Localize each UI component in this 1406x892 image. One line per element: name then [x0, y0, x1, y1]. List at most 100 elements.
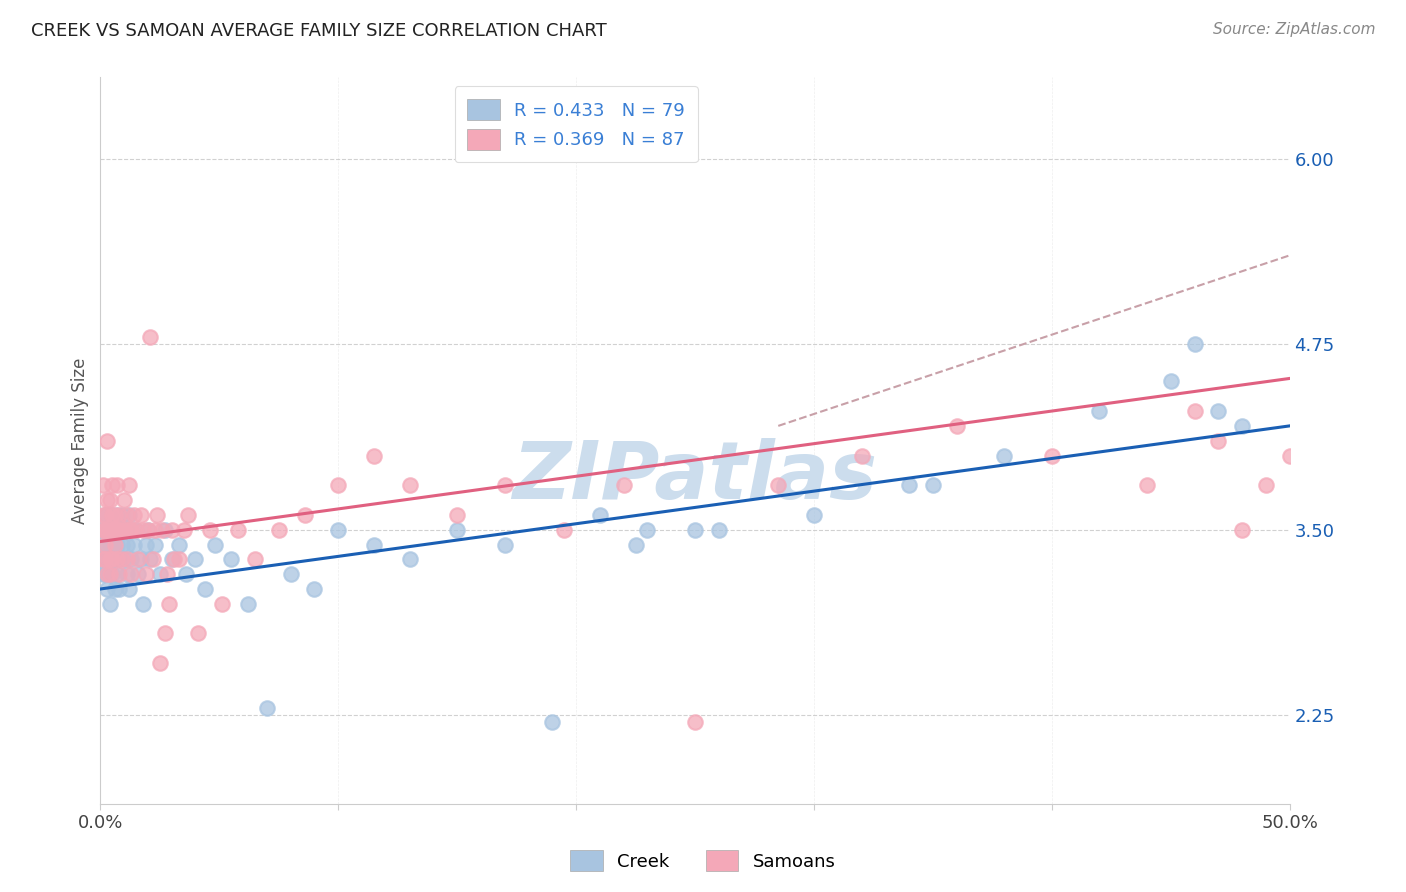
Point [101, 508, 124, 522]
Point [91, 523, 114, 537]
Point [494, 537, 516, 551]
Point [446, 523, 468, 537]
Point [132, 523, 155, 537]
Point [129, 552, 152, 566]
Legend: Creek, Samoans: Creek, Samoans [564, 843, 842, 879]
Point [96, 552, 118, 566]
Point [111, 552, 134, 566]
Point [398, 478, 420, 492]
Point [1230, 418, 1253, 433]
Point [328, 478, 350, 492]
Point [96, 523, 118, 537]
Point [122, 537, 145, 551]
Point [446, 508, 468, 522]
Point [91, 537, 114, 551]
Point [139, 330, 162, 344]
Point [136, 523, 159, 537]
Point [112, 493, 135, 508]
Point [553, 523, 575, 537]
Text: CREEK VS SAMOAN AVERAGE FAMILY SIZE CORRELATION CHART: CREEK VS SAMOAN AVERAGE FAMILY SIZE CORR… [31, 22, 606, 40]
Point [105, 508, 128, 522]
Point [105, 567, 128, 582]
Point [198, 523, 221, 537]
Point [94, 508, 117, 522]
Point [104, 582, 127, 596]
Point [898, 478, 921, 492]
Point [328, 523, 350, 537]
Point [118, 523, 141, 537]
Point [173, 523, 195, 537]
Point [1160, 375, 1182, 389]
Point [115, 567, 138, 582]
Point [153, 626, 176, 640]
Point [683, 715, 706, 730]
Point [115, 537, 138, 551]
Point [127, 567, 149, 582]
Point [363, 537, 385, 551]
Point [104, 523, 127, 537]
Point [120, 552, 142, 566]
Point [135, 537, 157, 551]
Point [101, 478, 124, 492]
Y-axis label: Average Family Size: Average Family Size [72, 358, 89, 524]
Point [150, 523, 173, 537]
Point [112, 552, 135, 566]
Point [108, 567, 131, 582]
Point [104, 537, 127, 551]
Text: Source: ZipAtlas.com: Source: ZipAtlas.com [1212, 22, 1375, 37]
Point [108, 508, 131, 522]
Point [101, 537, 124, 551]
Point [304, 582, 326, 596]
Point [993, 449, 1015, 463]
Point [160, 552, 183, 566]
Point [94, 537, 117, 551]
Point [707, 523, 730, 537]
Point [157, 597, 180, 611]
Point [101, 552, 124, 566]
Point [105, 537, 128, 551]
Point [146, 508, 169, 522]
Point [115, 508, 138, 522]
Point [101, 567, 124, 582]
Point [156, 567, 179, 582]
Point [96, 493, 118, 508]
Point [1278, 449, 1301, 463]
Point [111, 537, 134, 551]
Point [143, 537, 166, 551]
Point [108, 523, 131, 537]
Point [125, 523, 148, 537]
Point [135, 567, 157, 582]
Point [105, 552, 128, 566]
Point [108, 523, 131, 537]
Point [143, 523, 166, 537]
Point [219, 552, 242, 566]
Point [768, 478, 790, 492]
Point [108, 552, 131, 566]
Point [494, 478, 516, 492]
Point [112, 523, 135, 537]
Point [98, 523, 121, 537]
Point [120, 523, 142, 537]
Point [1206, 404, 1229, 418]
Point [1302, 508, 1324, 522]
Point [104, 508, 127, 522]
Point [194, 582, 217, 596]
Point [96, 567, 118, 582]
Point [118, 582, 141, 596]
Point [294, 508, 316, 522]
Point [120, 567, 142, 582]
Point [142, 552, 165, 566]
Point [149, 567, 172, 582]
Point [111, 523, 134, 537]
Point [636, 523, 658, 537]
Point [127, 552, 149, 566]
Point [91, 508, 114, 522]
Point [167, 537, 190, 551]
Point [541, 715, 564, 730]
Point [184, 552, 207, 566]
Point [167, 552, 190, 566]
Point [921, 478, 943, 492]
Point [118, 478, 141, 492]
Point [98, 567, 121, 582]
Point [236, 597, 259, 611]
